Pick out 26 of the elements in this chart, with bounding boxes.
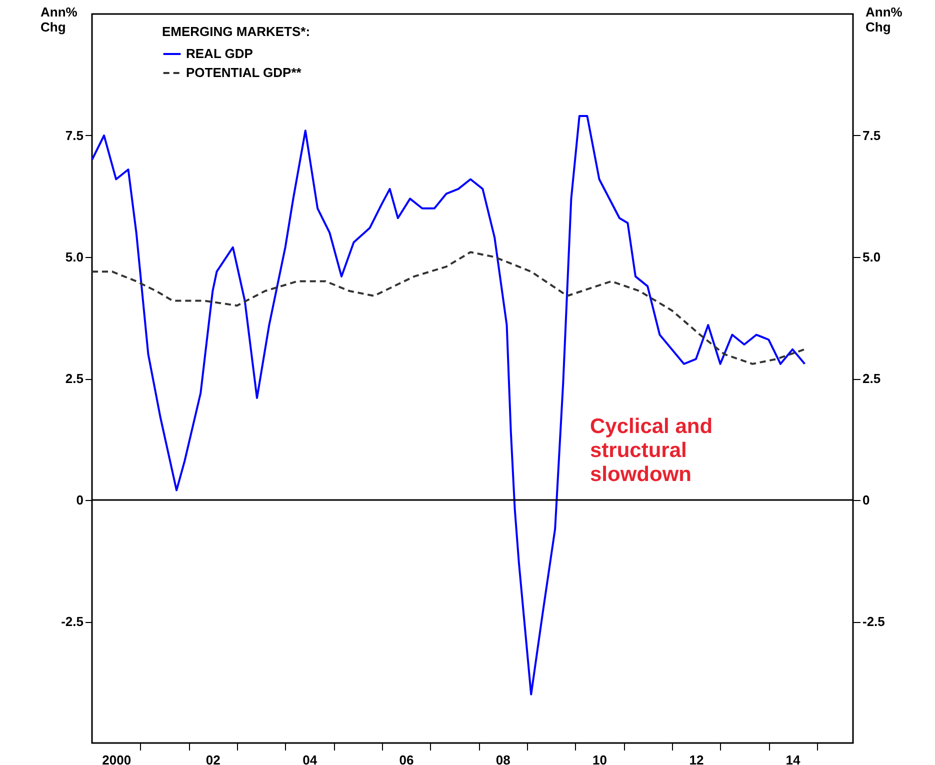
y2-tick-label: 2.5 xyxy=(862,371,881,386)
x-tick-label: 02 xyxy=(206,752,220,765)
x-tick-label: 12 xyxy=(689,752,704,765)
annotation: Cyclical and structural slowdown xyxy=(590,415,713,486)
y-tick-label: 5.0 xyxy=(65,250,84,264)
x-tick-label: 08 xyxy=(496,752,510,765)
y-tick-label: 0 xyxy=(76,492,84,508)
y-tick-label: 7.5 xyxy=(65,128,84,143)
y-axis-title: Ann% Chg xyxy=(40,4,78,34)
y2-tick-label: 7.5 xyxy=(862,128,881,143)
y2-axis-title: Ann% Chg xyxy=(866,4,903,34)
x-tick-label: 06 xyxy=(399,752,414,765)
y-tick-label: -2.5 xyxy=(61,614,84,629)
y2-tick-label: -2.5 xyxy=(862,614,885,629)
y2-tick-label: 0 xyxy=(862,492,870,508)
x-tick-label: 10 xyxy=(592,752,607,765)
line-series xyxy=(91,115,806,696)
y-tick-label: 2.5 xyxy=(65,371,84,386)
line-series xyxy=(91,251,806,365)
x-tick-label: 04 xyxy=(302,752,318,765)
legend-label: POTENTIAL GDP** xyxy=(186,65,302,80)
y2-tick-label: 5.0 xyxy=(862,250,881,264)
x-tick-label: 14 xyxy=(786,752,802,765)
x-tick-label: 2000 xyxy=(102,752,132,765)
legend-title: EMERGING MARKETS*: xyxy=(162,24,310,39)
legend-label: REAL GDP xyxy=(186,46,254,61)
